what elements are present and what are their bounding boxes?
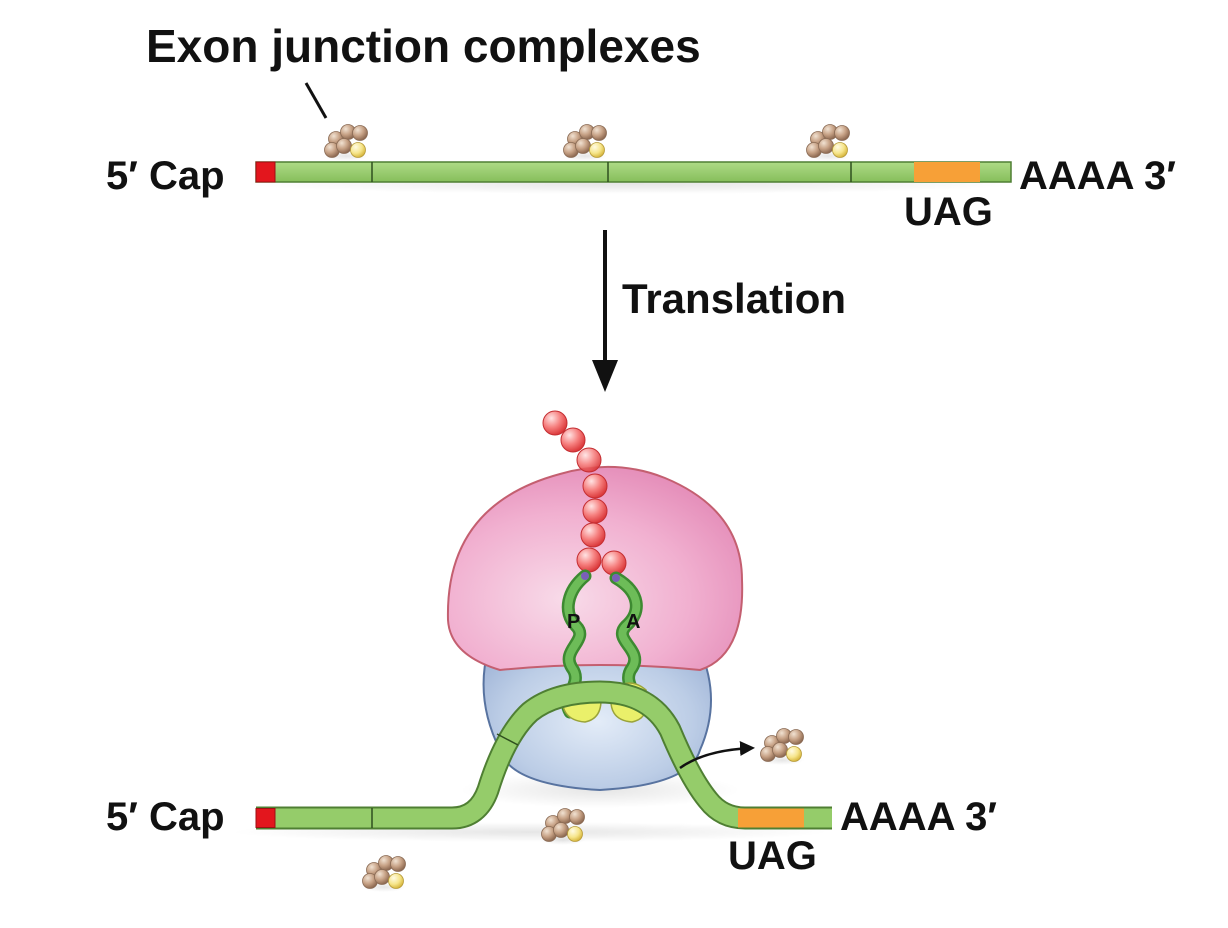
ejc-title: Exon junction complexes bbox=[146, 20, 701, 72]
top-mrna bbox=[242, 161, 1022, 194]
three-end-label-top: AAAA 3′ bbox=[1019, 154, 1176, 198]
ejc-complex-2 bbox=[562, 124, 608, 162]
stop-codon-label-bottom: UAG bbox=[728, 834, 817, 878]
translation-arrow bbox=[592, 230, 618, 392]
trna-a-label: A bbox=[626, 611, 640, 633]
nascent-peptide bbox=[542, 410, 627, 576]
ejc-complex-3 bbox=[805, 124, 851, 162]
three-end-label-bottom: AAAA 3′ bbox=[840, 795, 997, 839]
ejc-pointer-line bbox=[304, 82, 328, 119]
five-cap-label-top: 5′ Cap bbox=[106, 154, 225, 198]
ejc-complex-1 bbox=[323, 124, 369, 162]
trna-p-label: P bbox=[567, 611, 580, 633]
ejc-release-arrow bbox=[679, 741, 755, 770]
ejc-displaced-2 bbox=[361, 855, 407, 893]
mrna-strand-top bbox=[255, 161, 1012, 183]
ejc-released bbox=[759, 728, 805, 766]
cap-marker-top bbox=[255, 161, 276, 183]
stop-codon-label-top: UAG bbox=[904, 190, 993, 234]
five-cap-label-bottom: 5′ Cap bbox=[106, 795, 225, 839]
stop-codon-top bbox=[914, 162, 980, 182]
cap-marker-bottom bbox=[255, 808, 276, 828]
translation-label: Translation bbox=[622, 275, 846, 322]
stop-codon-bottom bbox=[738, 808, 804, 828]
exon-junction-bottom-2 bbox=[496, 733, 519, 746]
